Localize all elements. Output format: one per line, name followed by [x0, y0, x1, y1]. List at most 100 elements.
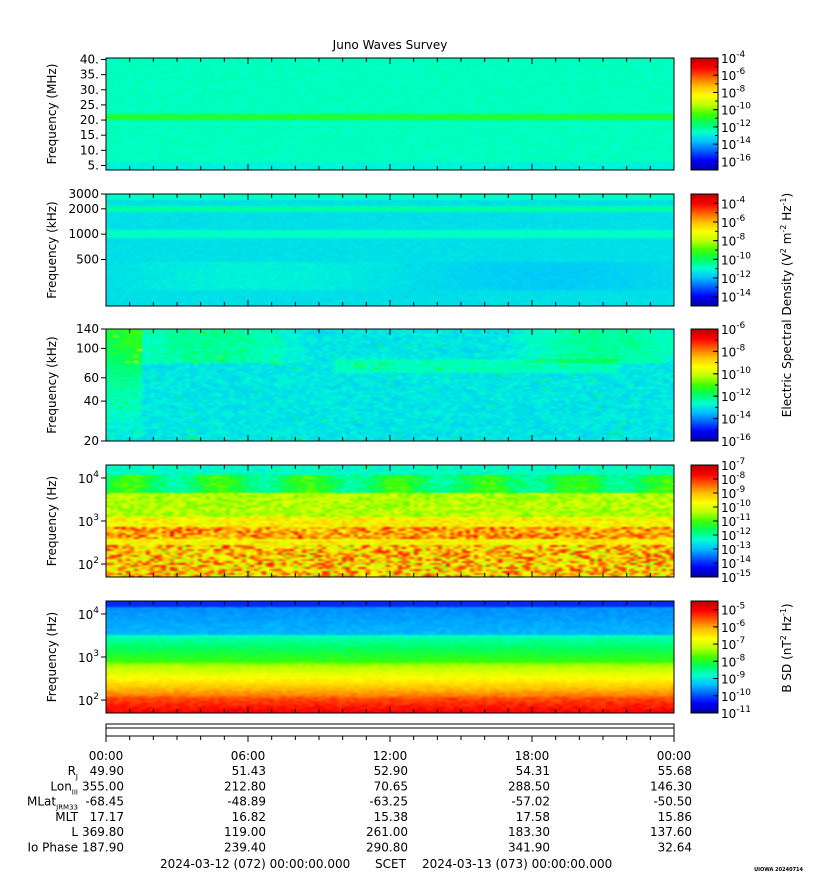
ephemeris-label: Io Phase	[27, 841, 78, 855]
ytick-label: 104	[78, 470, 99, 486]
ephemeris-label: L	[71, 825, 78, 839]
ylabel-panel-2: Frequency (kHz)	[45, 201, 59, 298]
colorbar-tick-label: 10-10	[721, 688, 751, 704]
ytick-label: 103	[78, 513, 99, 529]
ytick-label: 15.	[80, 128, 99, 142]
colorbar-tick-label: 10-10	[721, 102, 751, 118]
spectrogram-panel-3: 140 100 60 40 20 Frequency (kHz)	[45, 322, 675, 448]
colorbar-tick-label: 10-10	[721, 499, 751, 515]
ylabel-panel-4: Frequency (Hz)	[45, 476, 59, 567]
colorbar-image-1	[691, 58, 718, 170]
ylabel-panel-5: Frequency (Hz)	[45, 612, 59, 703]
ephemeris-value: 16.82	[232, 810, 266, 824]
colorbar-tick-label: 10-11	[721, 513, 751, 529]
colorbar-tick-label: 10-4	[721, 50, 746, 66]
ephemeris-value: 288.50	[508, 779, 550, 793]
time-tick-label: 18:00	[515, 749, 550, 763]
colorbar-tick-label: 10-16	[721, 433, 751, 449]
footer-end-time: 2024-03-13 (073) 00:00:00.000	[422, 857, 612, 871]
colorbar-tick-label: 10-15	[721, 569, 751, 585]
colorbar-4: 10-710-810-910-1010-1110-1210-1310-1410-…	[690, 457, 751, 585]
colorbar-tick-label: 10-10	[721, 251, 751, 267]
ytick-label: 3000	[68, 187, 99, 201]
spectrogram-panels: 40.35.30.25.20.15.10.5. Frequency (MHz) 30…	[45, 53, 675, 714]
colorbar-tick-label: 10-12	[721, 527, 751, 543]
ytick-label: 104	[78, 606, 99, 622]
ytick-label: 140	[76, 322, 99, 336]
ytick-label: 25.	[80, 98, 99, 112]
ephemeris-label: RJ	[68, 764, 78, 781]
colorbar-tick-label: 10-4	[721, 195, 746, 211]
spectrogram-image-2	[106, 194, 674, 306]
ephemeris-label: MLT	[55, 810, 78, 824]
footer-scet-label: SCET	[375, 857, 407, 871]
ytick-label: 60	[84, 371, 99, 385]
ytick-label: 10.	[80, 143, 99, 157]
footer-start-time: 2024-03-12 (072) 00:00:00.000	[160, 857, 350, 871]
ephemeris-value: 183.30	[508, 825, 550, 839]
spectrogram-image-5	[106, 601, 674, 713]
ephemeris-value: 51.43	[232, 764, 266, 778]
colorbar-tick-label: 10-11	[721, 705, 751, 721]
ytick-label: 20.	[80, 113, 99, 127]
ephemeris-value: 212.80	[224, 779, 266, 793]
colorbar-tick-label: 10-6	[721, 67, 746, 83]
ephemeris-value: 146.30	[650, 779, 692, 793]
colorbar-tick-label: 10-16	[721, 153, 751, 169]
ephemeris-value: 15.38	[374, 810, 408, 824]
ephemeris-first-value: -68.45	[85, 795, 124, 809]
ephemeris-value: 290.80	[366, 841, 408, 855]
ytick-label: 40	[84, 394, 99, 408]
time-axis: 00:00 06:00 12:00 18:00 00:00	[89, 723, 691, 763]
ephemeris-value: -50.50	[653, 795, 692, 809]
colorbar-tick-label: 10-7	[721, 457, 745, 473]
colorbar-tick-label: 10-12	[721, 388, 751, 404]
ephemeris-value: 261.00	[366, 825, 408, 839]
ephemeris-first-value: 355.00	[82, 779, 124, 793]
colorbar-frame-5	[690, 600, 719, 714]
ytick-label: 100	[76, 341, 99, 355]
ephemeris-value: -57.02	[511, 795, 550, 809]
ytick-label: 1000	[68, 227, 99, 241]
colorbar-tick-label: 10-12	[721, 119, 751, 135]
colorbar-tick-label: 10-8	[721, 653, 746, 669]
colorbar-tick-label: 10-8	[721, 471, 746, 487]
spectrogram-image-4	[106, 465, 674, 577]
ephemeris-value: 70.65	[374, 779, 408, 793]
ephemeris-label: LonIII	[50, 779, 78, 796]
ephemeris-table: RJ 49.90 51.43 52.90 54.31 55.68 LonIII 355.00 2…	[27, 764, 692, 855]
ytick-label: 102	[78, 692, 99, 708]
spectrogram-panel-5: 104 103 102 Frequency (Hz)	[45, 600, 675, 714]
colorbar-tick-label: 10-7	[721, 636, 745, 652]
ylabel-panel-3: Frequency (kHz)	[45, 336, 59, 433]
ephemeris-value: 239.40	[224, 841, 266, 855]
magnetic-colorbar-label: B SD (nT2 Hz-1)	[779, 603, 794, 692]
ephemeris-label: MLatJRM33	[27, 795, 78, 812]
colorbar-tick-label: 10-6	[721, 619, 746, 635]
colorbar-image-3	[691, 329, 718, 441]
spectrogram-panel-1: 40.35.30.25.20.15.10.5. Frequency (MHz)	[45, 53, 675, 172]
colorbar-image-2	[691, 194, 718, 306]
ephemeris-value: -63.25	[369, 795, 408, 809]
time-axis-box	[105, 723, 675, 737]
ephemeris-value: 17.58	[516, 810, 550, 824]
colorbar-tick-label: 10-14	[721, 411, 751, 427]
ytick-label: 2000	[68, 202, 99, 216]
figure-title: Juno Waves Survey	[332, 38, 448, 52]
ephemeris-value: 54.31	[516, 764, 550, 778]
ytick-label: 5.	[88, 158, 99, 172]
colorbar-tick-label: 10-5	[721, 602, 745, 618]
ytick-label: 40.	[80, 53, 99, 67]
colorbar-tick-label: 10-6	[721, 321, 746, 337]
ephemeris-value: 32.64	[658, 841, 692, 855]
ephemeris-value: 137.60	[650, 825, 692, 839]
ylabel-panel-1: Frequency (MHz)	[45, 64, 59, 165]
ytick-label: 500	[76, 252, 99, 266]
colorbar-tick-label: 10-9	[721, 671, 746, 687]
time-tick-label: 12:00	[373, 749, 408, 763]
ephemeris-first-value: 17.17	[90, 810, 124, 824]
electric-colorbar-label: Electric Spectral Density (V2 m-2 Hz-1)	[779, 193, 794, 417]
ytick-label: 20	[84, 434, 99, 448]
spectrogram-image-1	[106, 58, 674, 170]
